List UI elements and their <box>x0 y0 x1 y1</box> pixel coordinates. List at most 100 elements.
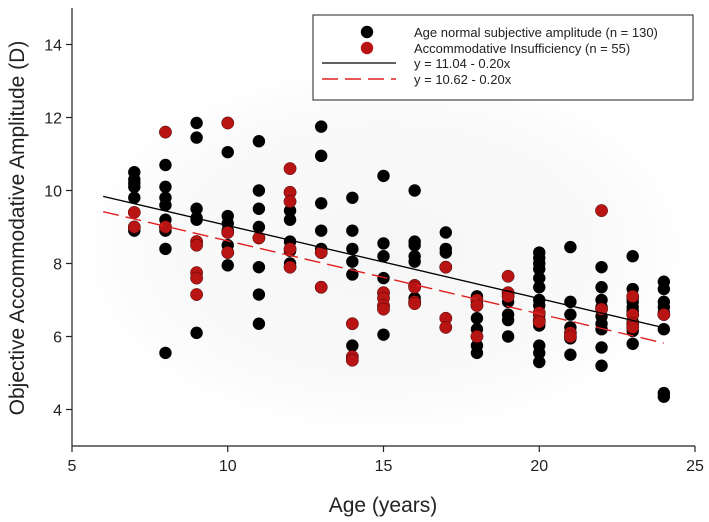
point-age-normal <box>595 341 608 354</box>
point-accommodative-insufficiency <box>439 320 453 334</box>
point-age-normal <box>252 220 266 234</box>
point-age-normal <box>252 202 266 215</box>
point-age-normal <box>283 213 297 226</box>
point-age-normal <box>346 242 359 256</box>
point-age-normal <box>439 226 452 239</box>
point-accommodative-insufficiency <box>345 317 359 331</box>
point-age-normal <box>657 390 671 403</box>
point-accommodative-insufficiency <box>345 353 359 367</box>
point-age-normal <box>595 359 608 372</box>
point-age-normal <box>159 346 172 360</box>
point-age-normal <box>564 240 577 254</box>
point-age-normal <box>315 149 328 163</box>
point-age-normal <box>190 326 203 340</box>
point-accommodative-insufficiency <box>283 195 297 208</box>
point-age-normal <box>315 197 328 210</box>
point-accommodative-insufficiency <box>221 246 235 259</box>
legend-box <box>312 14 694 101</box>
y-tick-label: 4 <box>53 403 62 420</box>
point-accommodative-insufficiency <box>501 289 515 303</box>
legend-label-insufficiency: Accommodative Insufficiency (n = 55) <box>414 41 630 56</box>
regression-line-normal <box>103 195 664 329</box>
legend: Age normal subjective amplitude (n = 130… <box>312 14 694 101</box>
y-tick-label: 8 <box>53 257 62 274</box>
point-accommodative-insufficiency <box>190 271 204 285</box>
x-axis-title: Age (years) <box>329 494 438 517</box>
legend-label-fit-normal: y = 11.04 - 0.20x <box>414 56 511 71</box>
point-age-normal <box>595 323 608 336</box>
point-age-normal <box>128 191 141 204</box>
point-age-normal <box>501 330 515 343</box>
point-age-normal <box>377 328 390 341</box>
point-age-normal <box>221 259 234 272</box>
point-accommodative-insufficiency <box>377 302 390 316</box>
point-age-normal <box>564 348 577 361</box>
point-age-normal <box>315 224 328 237</box>
plot-area <box>102 116 671 403</box>
point-accommodative-insufficiency <box>657 308 671 321</box>
point-age-normal <box>190 116 203 130</box>
point-accommodative-insufficiency <box>221 116 235 130</box>
point-age-normal <box>128 180 141 194</box>
point-age-normal <box>408 239 421 252</box>
point-age-normal <box>252 135 266 148</box>
y-axis-title: Objective Accommodative Amplitude (D) <box>6 41 29 416</box>
point-accommodative-insufficiency <box>314 246 328 259</box>
point-age-normal <box>501 313 515 327</box>
point-accommodative-insufficiency <box>252 231 266 245</box>
y-tick-label: 6 <box>53 330 62 347</box>
x-tick-label: 10 <box>219 458 237 475</box>
point-age-normal <box>346 255 359 268</box>
point-age-normal <box>626 337 639 350</box>
point-accommodative-insufficiency <box>408 280 422 294</box>
plot-background-glow <box>70 60 700 440</box>
point-age-normal <box>346 191 359 204</box>
legend-marker-insufficiency <box>360 41 374 55</box>
point-age-normal <box>533 346 546 360</box>
point-age-normal <box>470 312 484 325</box>
point-age-normal <box>595 260 608 274</box>
y-tick-label: 12 <box>44 111 62 128</box>
point-age-normal <box>159 180 172 194</box>
point-age-normal <box>190 213 203 226</box>
x-tick-label: 20 <box>530 458 548 475</box>
point-age-normal <box>470 346 484 360</box>
x-axis-ticks: 5 10 15 20 25 <box>68 446 704 475</box>
point-age-normal <box>190 131 203 144</box>
point-accommodative-insufficiency <box>564 330 577 343</box>
point-accommodative-insufficiency <box>221 226 235 239</box>
point-accommodative-insufficiency <box>439 260 453 274</box>
point-age-normal <box>252 317 266 330</box>
point-accommodative-insufficiency <box>470 299 484 312</box>
y-axis-ticks: 4 6 8 10 12 14 <box>44 38 72 420</box>
y-tick-label: 14 <box>44 38 62 55</box>
point-age-normal <box>221 145 234 159</box>
point-age-normal <box>408 255 421 268</box>
point-age-normal <box>377 250 390 263</box>
point-accommodative-insufficiency <box>626 289 640 303</box>
point-accommodative-insufficiency <box>314 280 328 294</box>
point-accommodative-insufficiency <box>190 238 204 252</box>
point-age-normal <box>657 323 671 336</box>
point-accommodative-insufficiency <box>127 220 141 234</box>
y-tick-label: 10 <box>44 184 62 201</box>
legend-label-fit-insufficiency: y = 10.62 - 0.20x <box>414 72 512 87</box>
point-accommodative-insufficiency <box>501 269 515 283</box>
x-tick-label: 25 <box>686 458 704 475</box>
point-age-normal <box>408 184 421 197</box>
point-accommodative-insufficiency <box>470 330 484 343</box>
point-age-normal <box>159 198 172 212</box>
point-age-normal <box>533 262 546 276</box>
point-accommodative-insufficiency <box>626 320 640 334</box>
point-accommodative-insufficiency <box>283 260 297 274</box>
point-age-normal <box>315 120 328 133</box>
point-accommodative-insufficiency <box>159 125 172 139</box>
point-age-normal <box>252 260 266 274</box>
point-age-normal <box>626 250 639 263</box>
point-age-normal <box>159 158 172 172</box>
point-age-normal <box>377 169 390 183</box>
point-accommodative-insufficiency <box>283 162 297 176</box>
point-age-normal <box>377 271 390 285</box>
legend-label-normal: Age normal subjective amplitude (n = 130… <box>414 25 658 40</box>
